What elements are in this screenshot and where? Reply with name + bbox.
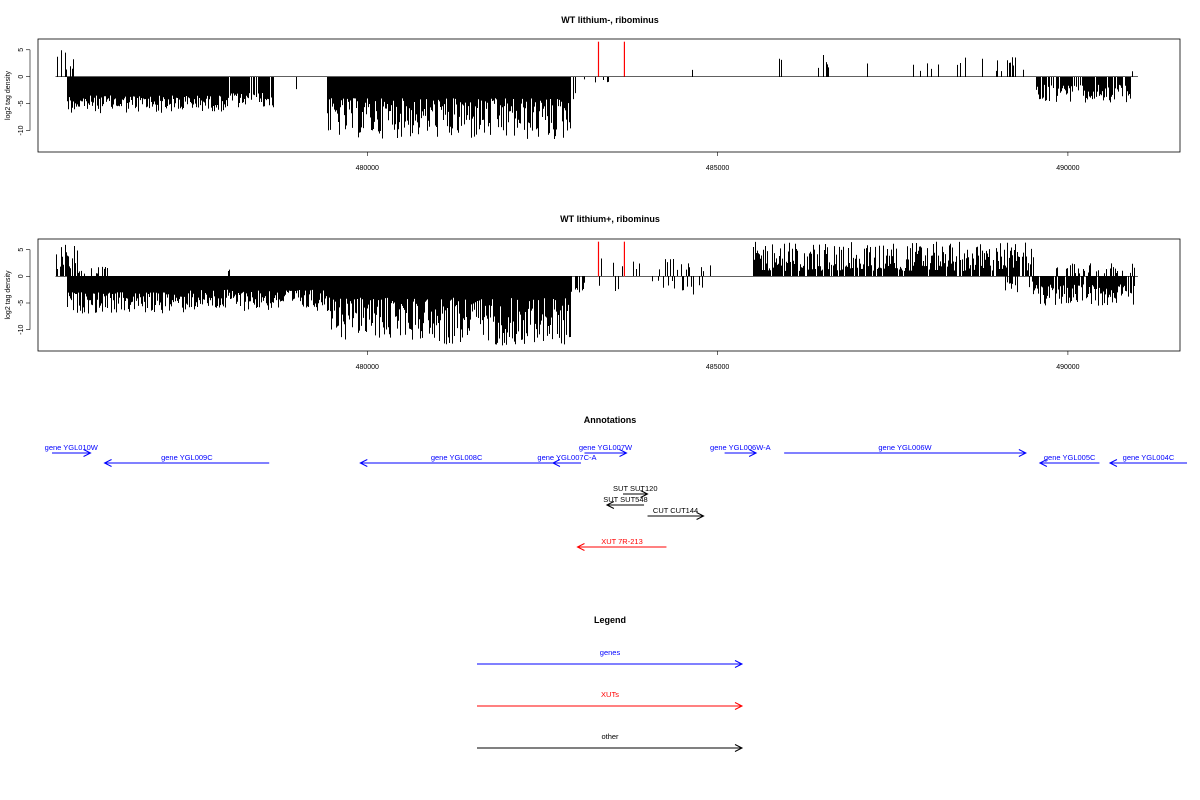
feature-label: gene YGL005C bbox=[1044, 453, 1096, 462]
y-tick-label: 5 bbox=[18, 248, 25, 252]
legend-label: XUTs bbox=[601, 690, 619, 699]
track-title: WT lithium-, ribominus bbox=[561, 15, 659, 25]
feature-label: SUT SUT120 bbox=[613, 484, 657, 493]
feature-label: gene YGL008C bbox=[431, 453, 483, 462]
feature-arrow bbox=[1038, 459, 1100, 467]
feature-cut-cut144: CUT CUT144 bbox=[647, 506, 705, 520]
feature-gene-ygl008c: gene YGL008C bbox=[359, 453, 553, 467]
y-tick-label: -10 bbox=[18, 125, 25, 135]
feature-arrow bbox=[52, 449, 92, 457]
feature-arrow bbox=[605, 501, 645, 509]
feature-gene-ygl007c-a: gene YGL007C-A bbox=[537, 453, 597, 467]
legend-items: genes XUTs other bbox=[477, 648, 744, 752]
feature-label: gene YGL007C-A bbox=[537, 453, 596, 462]
feature-arrow bbox=[647, 512, 705, 520]
legend-item-other: other bbox=[477, 732, 744, 752]
feature-arrow bbox=[551, 459, 581, 467]
x-tick-label: 480000 bbox=[356, 165, 379, 172]
legend-arrow bbox=[477, 744, 744, 752]
feature-label: gene YGL006W-A bbox=[710, 443, 771, 452]
y-axis-label: log2 tag density bbox=[5, 70, 12, 120]
y-tick-label: -10 bbox=[18, 325, 25, 335]
legend-label: other bbox=[601, 732, 619, 741]
feature-label: gene YGL010W bbox=[45, 443, 99, 452]
legend: Legend genes XUTs other bbox=[477, 615, 744, 752]
x-tick-label: 485000 bbox=[706, 165, 729, 172]
x-tick-label: 485000 bbox=[706, 364, 729, 371]
x-axis: 480000 485000 490000 bbox=[356, 152, 1080, 172]
feature-gene-ygl010w: gene YGL010W bbox=[45, 443, 99, 457]
annotations-title: Annotations bbox=[584, 415, 637, 425]
feature-arrow bbox=[103, 459, 270, 467]
density-bars bbox=[56, 241, 1135, 346]
x-tick-label: 490000 bbox=[1056, 364, 1079, 371]
feature-gene-ygl004c: gene YGL004C bbox=[1108, 453, 1188, 467]
y-axis: 5 0 -5 -10 bbox=[18, 48, 31, 136]
plot-frame bbox=[37, 38, 1181, 153]
feature-list: gene YGL010W gene YGL009C gene YGL008C gene… bbox=[45, 443, 1188, 551]
feature-arrow bbox=[623, 490, 649, 498]
feature-xut-7r-213: XUT 7R-213 bbox=[576, 537, 667, 551]
feature-gene-ygl007w: gene YGL007W bbox=[579, 443, 633, 457]
y-tick-label: -5 bbox=[18, 100, 25, 106]
feature-label: gene YGL006W bbox=[878, 443, 932, 452]
feature-gene-ygl005c: gene YGL005C bbox=[1038, 453, 1100, 467]
feature-arrow bbox=[1108, 459, 1188, 467]
feature-arrow bbox=[724, 449, 758, 457]
legend-label: genes bbox=[600, 648, 621, 657]
y-tick-label: -5 bbox=[18, 300, 25, 306]
feature-label: SUT SUT548 bbox=[603, 495, 647, 504]
feature-gene-ygl009c: gene YGL009C bbox=[103, 453, 270, 467]
feature-label: gene YGL007W bbox=[579, 443, 633, 452]
x-axis: 480000 485000 490000 bbox=[356, 351, 1080, 371]
feature-arrow bbox=[359, 459, 553, 467]
feature-label: CUT CUT144 bbox=[653, 506, 698, 515]
feature-arrow bbox=[584, 449, 628, 457]
feature-arrow bbox=[576, 543, 667, 551]
legend-arrow bbox=[477, 660, 744, 668]
feature-label: XUT 7R-213 bbox=[601, 537, 643, 546]
y-tick-label: 0 bbox=[18, 75, 25, 79]
feature-label: gene YGL004C bbox=[1123, 453, 1175, 462]
y-tick-label: 5 bbox=[18, 48, 25, 52]
track-title: WT lithium+, ribominus bbox=[560, 214, 660, 224]
plot-frame bbox=[37, 238, 1181, 352]
legend-item-genes: genes bbox=[477, 648, 744, 668]
y-axis-label: log2 tag density bbox=[5, 270, 12, 320]
legend-item-xuts: XUTs bbox=[477, 690, 744, 710]
y-axis: 5 0 -5 -10 bbox=[18, 248, 31, 335]
feature-gene-ygl006w-a: gene YGL006W-A bbox=[710, 443, 771, 457]
feature-label: gene YGL009C bbox=[161, 453, 213, 462]
track-panel-lithium-minus: WT lithium-, ribominus 5 0 -5 -10 log2 t… bbox=[5, 15, 1181, 172]
feature-gene-ygl006w: gene YGL006W bbox=[784, 443, 1027, 457]
feature-sut-sut548: SUT SUT548 bbox=[603, 495, 648, 509]
track-panel-lithium-plus: WT lithium+, ribominus 5 0 -5 -10 log2 t… bbox=[5, 214, 1181, 371]
feature-arrow bbox=[784, 449, 1027, 457]
x-tick-label: 490000 bbox=[1056, 165, 1079, 172]
marker-lines bbox=[597, 241, 626, 277]
feature-sut-sut120: SUT SUT120 bbox=[613, 484, 658, 498]
density-bars bbox=[57, 50, 1133, 140]
legend-arrow bbox=[477, 702, 744, 710]
y-tick-label: 0 bbox=[18, 274, 25, 278]
marker-lines bbox=[597, 41, 626, 77]
x-tick-label: 480000 bbox=[356, 364, 379, 371]
legend-title: Legend bbox=[594, 615, 626, 625]
